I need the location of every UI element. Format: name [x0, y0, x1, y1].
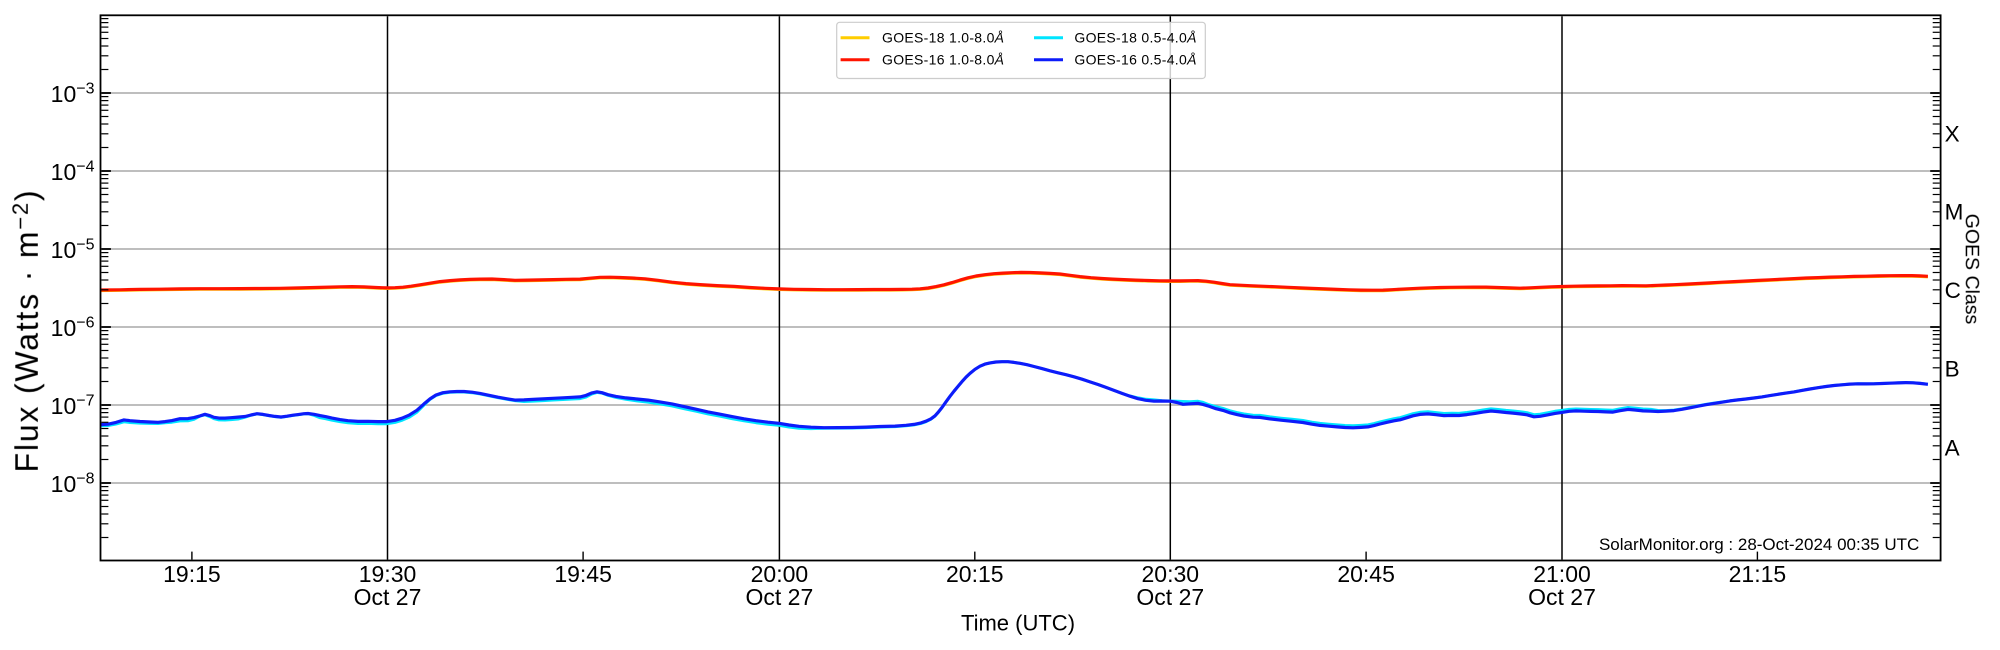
svg-text:Time (UTC): Time (UTC) [961, 611, 1075, 636]
svg-text:Oct 27: Oct 27 [746, 584, 814, 610]
svg-text:10−7: 10−7 [51, 393, 95, 420]
svg-text:C: C [1945, 278, 1961, 303]
svg-text:M: M [1945, 199, 1964, 224]
svg-text:Oct 27: Oct 27 [354, 584, 422, 610]
svg-text:20:45: 20:45 [1337, 561, 1395, 587]
svg-text:X: X [1945, 121, 1960, 146]
svg-text:SolarMonitor.org : 28-Oct-2024: SolarMonitor.org : 28-Oct-2024 00:35 UTC [1599, 535, 1919, 554]
svg-text:Oct 27: Oct 27 [1528, 584, 1596, 610]
svg-text:20:30: 20:30 [1142, 561, 1200, 587]
svg-text:GOES-16 1.0-8.0Å: GOES-16 1.0-8.0Å [882, 52, 1004, 68]
svg-text:19:30: 19:30 [359, 561, 417, 587]
svg-text:GOES-18 1.0-8.0Å: GOES-18 1.0-8.0Å [882, 29, 1004, 45]
svg-text:20:15: 20:15 [946, 561, 1004, 587]
svg-text:B: B [1945, 357, 1960, 382]
svg-text:21:00: 21:00 [1533, 561, 1591, 587]
svg-text:GOES Class: GOES Class [1961, 214, 1983, 325]
svg-text:20:00: 20:00 [751, 561, 809, 587]
svg-text:19:45: 19:45 [554, 561, 612, 587]
svg-text:GOES-16 0.5-4.0Å: GOES-16 0.5-4.0Å [1074, 52, 1196, 68]
svg-text:Oct 27: Oct 27 [1136, 584, 1204, 610]
svg-text:21:15: 21:15 [1729, 561, 1787, 587]
svg-text:10−5: 10−5 [51, 237, 95, 264]
svg-text:GOES-18 0.5-4.0Å: GOES-18 0.5-4.0Å [1074, 29, 1196, 45]
svg-text:19:15: 19:15 [163, 561, 221, 587]
svg-text:Flux (Watts · m−2): Flux (Watts · m−2) [8, 189, 45, 473]
svg-text:A: A [1945, 435, 1960, 460]
